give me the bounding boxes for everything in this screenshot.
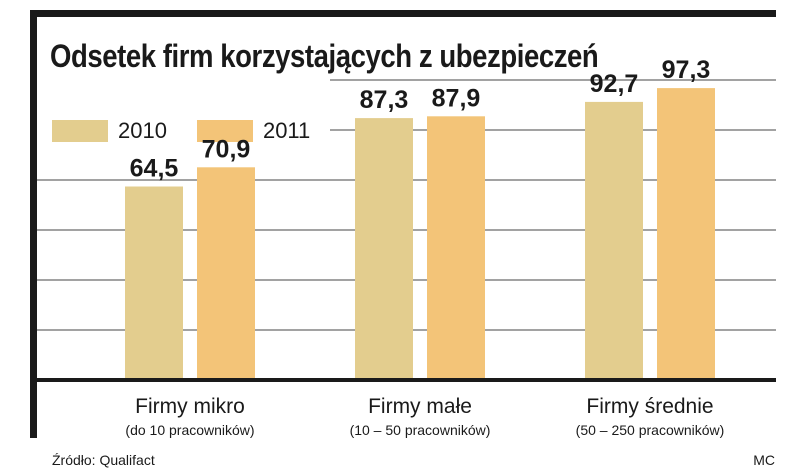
legend-item-2010: 2010	[52, 118, 167, 144]
legend-swatch-2011	[196, 120, 253, 142]
frame-left-bar	[30, 10, 37, 438]
bar-2011-0	[197, 167, 255, 378]
category-sub-mikro: (do 10 pracowników)	[125, 422, 255, 438]
legend-label-2011: 2011	[262, 118, 311, 143]
bar-2010-0	[125, 186, 183, 378]
bar-2010-2	[585, 101, 643, 379]
source-note: Źródło: Qualifact	[52, 452, 155, 468]
category-label-srednie: Firmy średnie	[586, 395, 714, 418]
data-label-2010-2: 92,7	[590, 70, 639, 98]
legend-label-2010: 2010	[118, 118, 167, 143]
data-label-2011-1: 87,9	[432, 84, 481, 112]
data-label-2010-0: 64,5	[130, 155, 179, 183]
data-label-2011-0: 70,9	[202, 135, 251, 163]
chart-title: Odsetek firm korzystających z ubezpiecze…	[50, 38, 599, 74]
category-sub-male: (10 – 50 pracowników)	[349, 422, 491, 438]
category-sub-srednie: (50 – 250 pracowników)	[575, 422, 725, 438]
data-label-2010-1: 87,3	[360, 86, 409, 114]
data-label-2011-2: 97,3	[662, 56, 711, 84]
legend-item-2011: 2011	[196, 118, 311, 144]
frame-top-bar	[30, 10, 776, 17]
category-label-mikro: Firmy mikro	[135, 395, 245, 418]
legend: 2010 2011	[52, 118, 340, 144]
bar-2011-1	[427, 116, 485, 379]
bar-2010-1	[355, 118, 413, 378]
author-initials: MC	[753, 452, 775, 468]
bar-2011-2	[657, 88, 715, 378]
legend-swatch-2010	[52, 120, 108, 142]
category-label-male: Firmy małe	[368, 395, 472, 418]
